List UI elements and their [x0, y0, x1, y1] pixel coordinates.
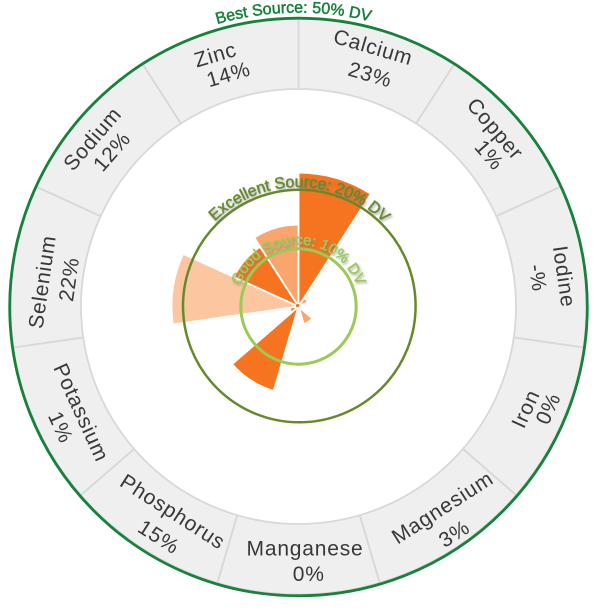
svg-text:-%: -%	[524, 263, 551, 293]
svg-text:Manganese: Manganese	[247, 538, 364, 561]
svg-text:0%: 0%	[293, 563, 325, 586]
